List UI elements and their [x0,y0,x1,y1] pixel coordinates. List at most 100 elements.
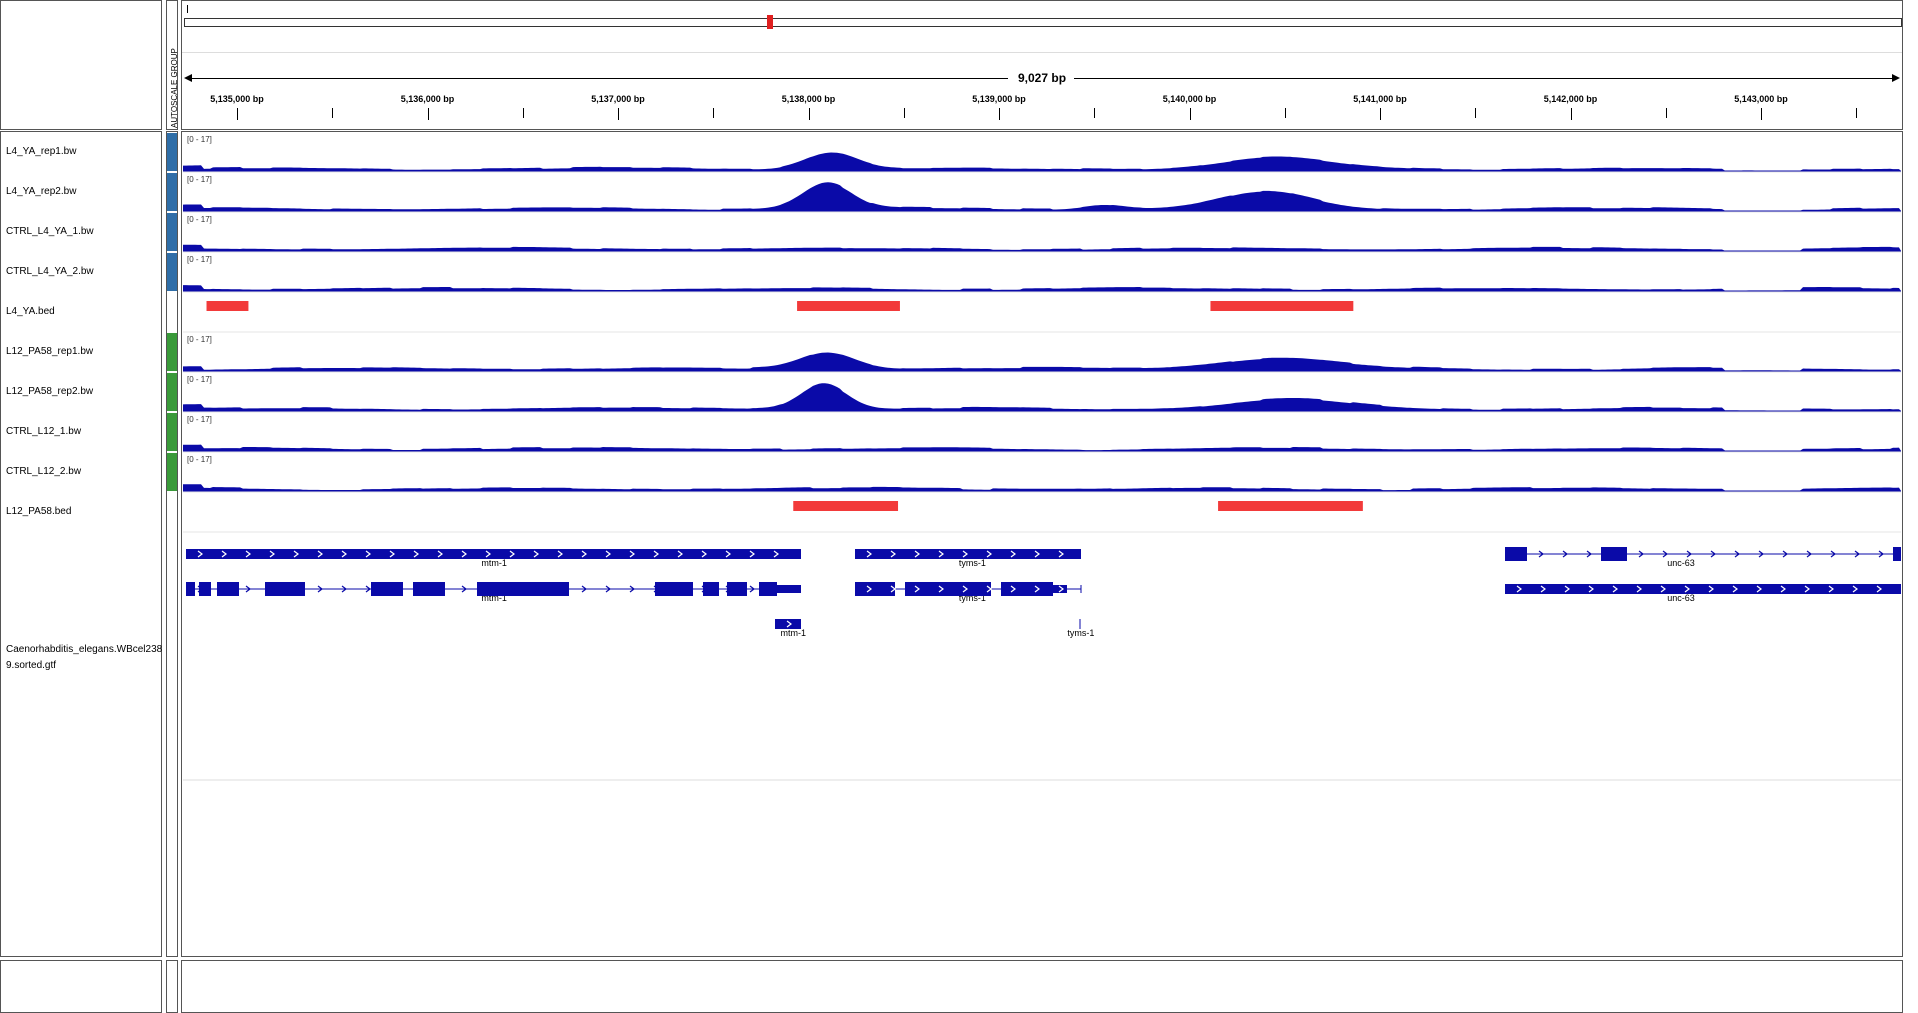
ruler-tick-mark [1856,108,1858,118]
ruler-tick-mark [808,108,810,120]
track-name-label[interactable]: CTRL_L4_YA_1.bw [6,226,94,237]
signal-canvas[interactable] [183,132,1901,956]
strand-chevron [701,585,707,593]
exon-block[interactable] [655,582,693,596]
exon-block[interactable] [703,582,719,596]
track-data-range: [0 - 17] [187,375,212,384]
exon-block[interactable] [727,582,747,596]
coverage-signal[interactable] [183,484,1901,491]
track-data-range: [0 - 17] [187,215,212,224]
exon-block[interactable] [1601,547,1627,561]
coverage-signal[interactable] [183,285,1901,291]
strand-chevron [986,585,992,593]
peak-region[interactable] [793,501,899,511]
strand-chevron [533,585,539,593]
header-name-panel [0,0,162,130]
strand-chevron [749,585,755,593]
exon-block[interactable] [759,582,777,596]
ruler-tick-mark [1475,108,1477,118]
strand-chevron [914,585,920,593]
exon-block[interactable] [371,582,403,596]
annotation-track-label[interactable]: Caenorhabditis_elegans.WBcel2389.sorted.… [6,644,163,671]
peak-region[interactable] [1218,501,1363,511]
exon-block[interactable] [1505,547,1527,561]
gene-label: tyms-1 [958,593,986,603]
strand-chevron [1660,585,1666,593]
span-line-left [186,78,1008,79]
ruler-tick-mark [618,108,619,120]
ruler-tick-mark [1284,108,1286,118]
strand-chevron [197,550,203,558]
strand-chevron [1806,550,1812,558]
exon-block[interactable] [265,582,305,596]
peak-region[interactable] [206,301,249,311]
exon-block[interactable] [413,582,445,596]
strand-chevron [605,550,611,558]
autoscale-group-cell [167,373,177,411]
exon-block[interactable] [1893,547,1901,561]
strand-chevron [509,550,515,558]
strand-chevron [581,550,587,558]
track-data-range: [0 - 17] [187,455,212,464]
track-name-label[interactable]: CTRL_L12_1.bw [6,426,82,437]
coverage-signal[interactable] [183,244,1901,251]
strand-chevron [773,550,779,558]
strand-chevron [1058,585,1064,593]
chromosome-ideogram[interactable] [184,18,1902,27]
strand-chevron [1586,550,1592,558]
track-name-label[interactable]: L12_PA58_rep2.bw [6,386,94,397]
gene-label: mtm-1 [481,593,507,603]
strand-chevron [1734,550,1740,558]
track-name-label[interactable]: CTRL_L12_2.bw [6,466,82,477]
track-name-label[interactable]: L4_YA_rep1.bw [6,146,77,157]
exon-block[interactable] [775,619,801,629]
exon-block[interactable] [186,582,195,596]
strand-chevron [1876,585,1882,593]
current-region-marker[interactable] [767,15,773,29]
track-name-label[interactable]: L4_YA.bed [6,306,55,317]
exon-block[interactable] [855,582,895,596]
span-arrow-right-icon [1892,74,1900,82]
coverage-signal[interactable] [183,182,1901,211]
ruler-tick-mark [522,108,524,118]
exon-block[interactable] [477,582,569,596]
strand-chevron [938,585,944,593]
data-panel[interactable] [181,131,1903,957]
strand-chevron [1540,585,1546,593]
exon-block[interactable] [1053,585,1067,593]
coverage-signal[interactable] [183,444,1901,451]
strand-chevron [557,585,563,593]
peak-region[interactable] [797,301,900,311]
strand-chevron [1758,550,1764,558]
strand-chevron [197,585,203,593]
strand-chevron [293,585,299,593]
track-name-label[interactable]: CTRL_L4_YA_2.bw [6,266,94,277]
strand-chevron [1710,550,1716,558]
strand-chevron [1564,585,1570,593]
exon-block[interactable] [777,585,801,593]
exon-block[interactable] [186,549,801,559]
autoscale-group-cell [167,253,177,291]
exon-block[interactable] [1001,582,1053,596]
track-name-label[interactable]: L12_PA58.bed [6,506,72,517]
exon-block[interactable] [1505,584,1901,594]
strand-chevron [461,550,467,558]
exon-block[interactable] [905,582,991,596]
exon-block[interactable] [199,582,211,596]
coverage-signal[interactable] [183,352,1901,372]
strand-chevron [938,550,944,558]
track-data-range: [0 - 17] [187,135,212,144]
coverage-signal[interactable] [183,383,1901,411]
ruler-tick-mark [713,108,715,118]
track-name-label[interactable]: L12_PA58_rep1.bw [6,346,94,357]
track-data-range: [0 - 17] [187,415,212,424]
track-name-label[interactable]: L4_YA_rep2.bw [6,186,77,197]
strand-chevron [1878,550,1884,558]
exon-block[interactable] [217,582,239,596]
peak-region[interactable] [1210,301,1354,311]
strand-chevron [914,550,920,558]
strand-chevron [413,585,419,593]
strand-chevron [269,550,275,558]
coverage-signal[interactable] [183,152,1901,172]
ruler-tick-mark [999,108,1000,120]
